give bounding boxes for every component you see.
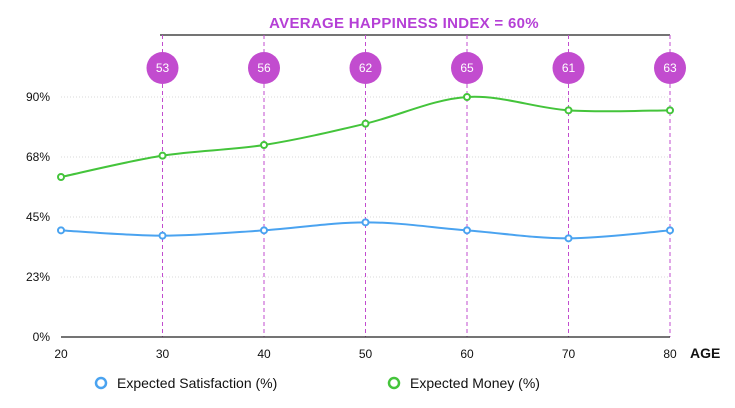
legend-label: Expected Satisfaction (%) (117, 375, 277, 391)
data-point (564, 234, 573, 243)
happiness-badge-label: 53 (156, 61, 170, 75)
data-point (158, 151, 167, 160)
legend-label: Expected Money (%) (410, 375, 540, 391)
y-tick-label: 23% (26, 270, 50, 284)
happiness-badge-label: 62 (359, 61, 373, 75)
happiness-badge (654, 52, 686, 84)
happiness-badges: 53 56 62 65 61 63 (146, 52, 686, 84)
y-tick-label: 90% (26, 90, 50, 104)
data-point (666, 106, 674, 115)
data-point (564, 106, 573, 115)
happiness-badge (451, 52, 483, 84)
data-point (57, 226, 65, 235)
happiness-badge-label: 56 (257, 61, 271, 75)
data-point (361, 119, 370, 128)
annotation-lines (162, 35, 671, 337)
x-tick-label: 40 (257, 347, 271, 361)
y-tick-label: 68% (26, 150, 50, 164)
happiness-badge (146, 52, 179, 84)
series (57, 93, 674, 243)
legend-marker (94, 376, 108, 390)
y-tick-label: 0% (33, 330, 51, 344)
happiness-badge (552, 52, 585, 84)
data-point (463, 226, 471, 235)
legend-marker (387, 376, 401, 390)
data-point (260, 226, 268, 235)
data-point (158, 231, 167, 240)
x-tick-label: 80 (663, 347, 677, 361)
y-tick-label: 45% (26, 210, 50, 224)
chart-title: AVERAGE HAPPINESS INDEX = 60% (269, 15, 539, 32)
happiness-badge-label: 63 (663, 61, 677, 75)
data-point (57, 173, 65, 181)
x-tick-label: 50 (359, 347, 373, 361)
x-axis-title: AGE (690, 345, 720, 361)
data-point (361, 218, 370, 227)
happiness-badge (349, 52, 382, 84)
y-axis-ticks: 0% 23% 45% 68% 90% (26, 90, 50, 344)
data-point (463, 93, 471, 101)
data-point (666, 226, 674, 235)
x-tick-label: 20 (54, 347, 68, 361)
x-tick-label: 60 (460, 347, 474, 361)
x-axis-ticks: 20 30 40 50 60 70 80 (54, 347, 677, 361)
happiness-badge-label: 61 (562, 61, 576, 75)
legend: Expected Satisfaction (%) Expected Money … (94, 375, 540, 391)
x-tick-label: 70 (562, 347, 576, 361)
happiness-badge (248, 52, 280, 84)
data-point (260, 141, 268, 149)
happiness-badge-label: 65 (460, 61, 474, 75)
x-tick-label: 30 (156, 347, 170, 361)
